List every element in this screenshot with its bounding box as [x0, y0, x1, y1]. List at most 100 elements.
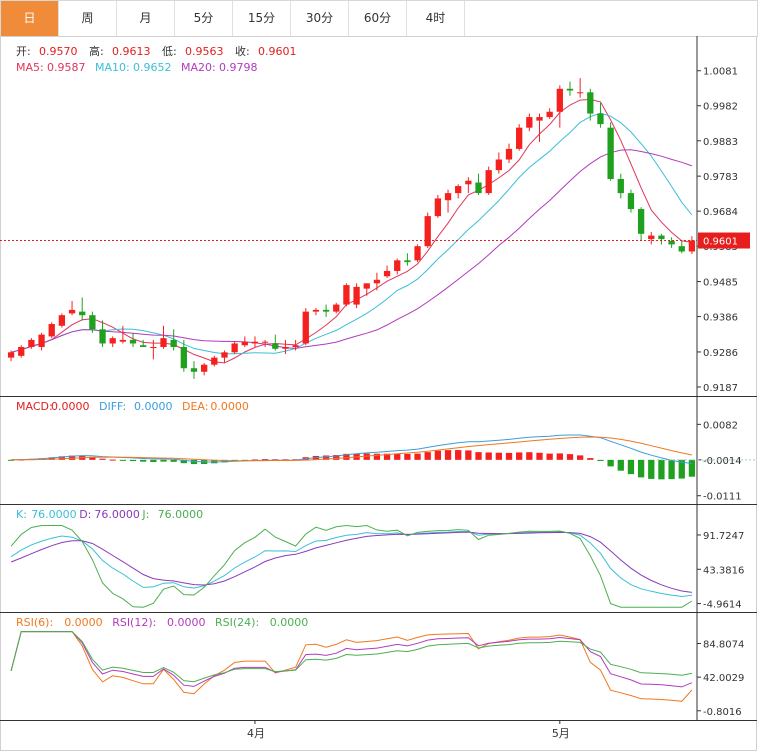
candle-body — [129, 339, 137, 344]
macd-bar — [668, 459, 675, 480]
candle-body — [282, 347, 289, 349]
indicator-tick-label: 84.8074 — [703, 640, 744, 651]
ma20-line — [10, 149, 693, 353]
candle-body — [587, 92, 594, 114]
macd-bar — [688, 459, 696, 477]
x-tick-label: 4月 — [247, 727, 265, 740]
candle-body — [434, 198, 442, 217]
tab-1[interactable]: 周 — [59, 1, 117, 36]
candle-body — [404, 260, 411, 263]
macd-bar — [627, 459, 635, 475]
indicator-tick-label: 91.7247 — [703, 531, 744, 542]
j-line — [10, 524, 693, 608]
tab-7[interactable]: 4时 — [407, 1, 465, 36]
dea-line — [11, 436, 693, 462]
macd-bar — [637, 459, 645, 478]
indicator-legend-value: 0.0000 — [134, 400, 173, 413]
ma10-line — [10, 112, 693, 355]
candle-body — [485, 170, 492, 194]
candle-body — [180, 347, 187, 369]
indicator-tick-label: 42.0029 — [703, 673, 744, 684]
macd-bar — [434, 450, 442, 460]
macd-bar — [140, 459, 147, 462]
candle-body — [241, 341, 248, 346]
tab-0[interactable]: 日 — [1, 1, 59, 36]
candle-body — [617, 178, 624, 194]
indicator-tick-label: 43.3816 — [703, 565, 744, 576]
indicator-legend-value: 76.0000 — [31, 508, 76, 521]
indicator-legend-value: 76.0000 — [94, 508, 139, 521]
candle-body — [79, 311, 86, 316]
macd-bar — [343, 453, 350, 460]
candle-body — [7, 352, 15, 358]
macd-bar — [576, 455, 584, 460]
candle-body — [353, 286, 360, 305]
ohlc-legend-value: 0.9563 — [185, 45, 224, 58]
indicator-tick-label: 0.0082 — [703, 420, 738, 431]
macd-bar — [597, 459, 604, 461]
indicator-legend-label: RSI(6): — [16, 616, 53, 629]
indicator-tick-label: -4.9614 — [703, 600, 742, 611]
candle-body — [190, 368, 198, 372]
candle-body — [109, 338, 116, 344]
macd-bar — [251, 459, 259, 461]
ohlc-legend-label: 高: — [89, 44, 104, 58]
tab-5[interactable]: 30分 — [291, 1, 349, 36]
ma-legend-label: MA5: — [16, 61, 44, 74]
macd-bar — [678, 459, 685, 479]
macd-bar — [119, 459, 127, 461]
ma5-line — [10, 98, 692, 364]
macd-bar — [150, 459, 157, 463]
tab-6[interactable]: 60分 — [349, 1, 407, 36]
macd-bar — [444, 450, 452, 460]
macd-bar — [373, 453, 381, 460]
tab-3[interactable]: 5分 — [175, 1, 233, 36]
candle-body — [576, 92, 584, 94]
candle-body — [363, 283, 370, 289]
candle-body — [302, 311, 309, 344]
candle-body — [211, 357, 218, 365]
macd-bar — [383, 453, 391, 460]
macd-bar — [546, 453, 553, 460]
candle-body — [140, 345, 147, 348]
indicator-legend-label: K: — [16, 508, 27, 521]
indicator-legend-value: 76.0000 — [158, 508, 204, 521]
macd-bar — [505, 452, 513, 460]
ma-legend-value: 0.9652 — [133, 61, 172, 74]
indicator-legend-value: 0.0000 — [51, 400, 90, 413]
candle-body — [455, 186, 462, 194]
price-tick-label: 0.9286 — [703, 348, 738, 359]
candle-body — [160, 338, 167, 348]
macd-bar — [495, 452, 502, 460]
macd-bar — [322, 455, 330, 460]
ohlc-legend-value: 0.9570 — [39, 45, 78, 58]
tab-4[interactable]: 15分 — [233, 1, 291, 36]
rsi12-line — [10, 631, 693, 688]
candle-body — [394, 260, 401, 271]
ma-legend-label: MA10: — [95, 61, 130, 74]
macd-bar — [58, 456, 66, 460]
macd-bar — [221, 459, 228, 463]
price-tick-label: 0.9982 — [703, 102, 738, 113]
ohlc-legend-value: 0.9613 — [112, 45, 151, 58]
candle-body — [343, 285, 350, 305]
macd-bar — [170, 459, 177, 462]
x-tick-label: 5月 — [552, 727, 570, 740]
macd-bar — [190, 459, 198, 465]
price-tick-label: 0.9187 — [703, 383, 738, 394]
macd-bar — [617, 459, 624, 471]
indicator-legend-value: 0.0000 — [167, 616, 206, 629]
candle-body — [495, 159, 502, 171]
candle-body — [89, 315, 96, 330]
macd-bar — [607, 459, 614, 467]
candle-body — [607, 127, 614, 179]
macd-bar — [424, 452, 431, 460]
macd-bar — [160, 459, 167, 462]
ohlc-legend-value: 0.9601 — [258, 45, 297, 58]
candle-body — [312, 309, 320, 312]
price-tick-label: 0.9783 — [703, 172, 738, 183]
timeframe-tabs: 日周月 5分 15分 30分 60分 4时 — [0, 0, 758, 37]
candle-body — [516, 127, 523, 149]
candle-body — [170, 339, 177, 348]
tab-2[interactable]: 月 — [117, 1, 175, 36]
